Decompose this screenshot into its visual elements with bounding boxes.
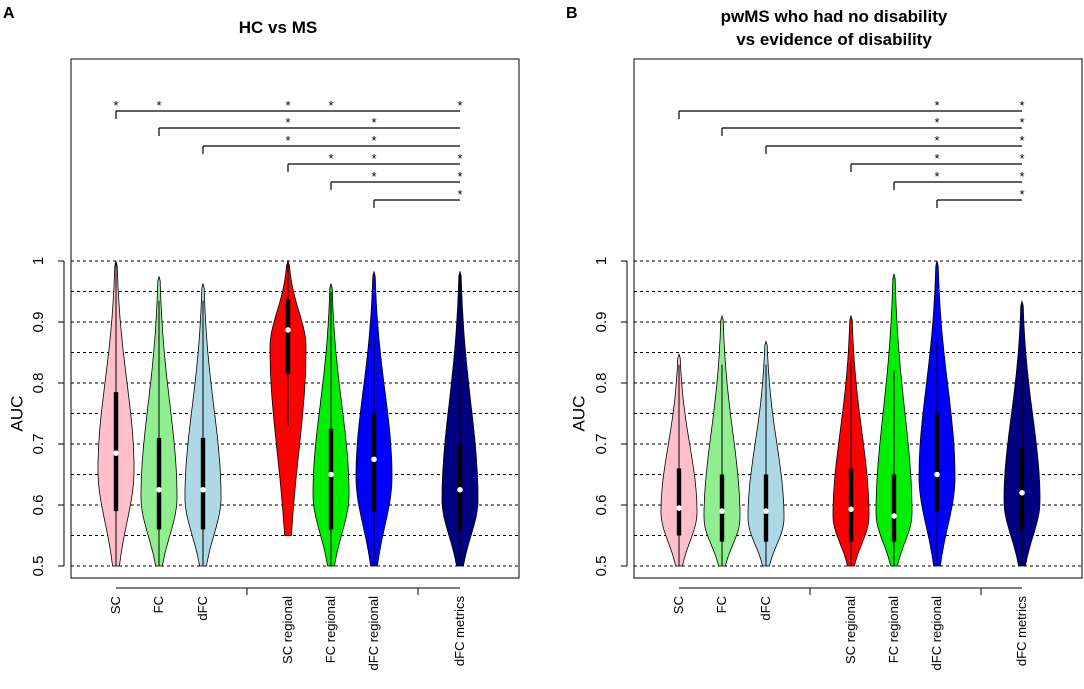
panel-b-median-point bbox=[934, 471, 940, 478]
panel-a-y-axis-label: AUC bbox=[7, 396, 26, 432]
panel-b-iqr-box bbox=[676, 468, 682, 536]
panel-b: B pwMS who had no disability vs evidence… bbox=[566, 5, 1083, 671]
panel-b-title-line-2: vs evidence of disability bbox=[736, 30, 932, 49]
panel-a-category-label-fc: FC bbox=[151, 596, 166, 613]
panel-a-category-label-dfc: dFC bbox=[195, 596, 210, 621]
panel-a-median-point bbox=[156, 486, 162, 493]
panel-a-y-tick-label: 0.8 bbox=[30, 373, 47, 394]
panel-b-median-point bbox=[763, 508, 769, 514]
panel-a: A HC vs MS * * * * * * * * * * * * * * * 0.5 0.6 0.7 0.8 0.… bbox=[3, 5, 520, 671]
panel-a-letter: A bbox=[3, 5, 15, 22]
panel-a-median-point bbox=[285, 327, 291, 333]
panel-b-median-point bbox=[848, 506, 854, 513]
panel-a-category-label-dfc-metrics: dFC metrics bbox=[452, 596, 467, 667]
panel-b-significance-star: * bbox=[1019, 115, 1024, 130]
panel-a-y-tick-label: 0.6 bbox=[30, 495, 47, 516]
panel-b-iqr-box bbox=[719, 474, 725, 542]
panel-a-iqr-box bbox=[156, 437, 162, 530]
panel-b-y-tick-label: 0.5 bbox=[593, 556, 610, 577]
panel-a-iqr-box bbox=[457, 444, 463, 530]
panel-b-median-point bbox=[891, 513, 897, 519]
panel-a-significance-star: * bbox=[457, 98, 462, 113]
panel-b-iqr-box bbox=[891, 474, 897, 542]
panel-b-median-point bbox=[719, 508, 725, 514]
panel-a-y-tick-label: 0.9 bbox=[30, 312, 47, 333]
panel-b-plot-frame bbox=[633, 58, 1083, 579]
panel-b-iqr-box bbox=[1019, 447, 1025, 530]
panel-a-y-tick-label: 0.5 bbox=[30, 556, 47, 577]
panel-b-significance-star: * bbox=[934, 98, 939, 113]
panel-a-significance-star: * bbox=[328, 151, 333, 166]
panel-a-y-tick-label: 1 bbox=[30, 257, 47, 265]
panel-b-title-line-1: pwMS who had no disability bbox=[721, 7, 948, 26]
panel-a-y-tick-label: 0.7 bbox=[30, 434, 47, 455]
panel-a-significance-star: * bbox=[371, 151, 376, 166]
panel-b-significance-star: * bbox=[1019, 187, 1024, 202]
panel-a-significance-star: * bbox=[113, 98, 118, 113]
panel-b-significance-star: * bbox=[1019, 169, 1024, 184]
panel-b-category-label-sc: SC bbox=[671, 596, 686, 614]
panel-b-category-label-dfc: dFC bbox=[758, 596, 773, 621]
panel-b-significance-star: * bbox=[934, 133, 939, 148]
panel-a-significance-star: * bbox=[371, 169, 376, 184]
panel-b-significance-star: * bbox=[934, 151, 939, 166]
panel-a-significance-star: * bbox=[371, 115, 376, 130]
panel-b-letter: B bbox=[566, 5, 578, 22]
panel-a-median-point bbox=[200, 486, 206, 493]
panel-a-median-point bbox=[457, 486, 463, 493]
panel-a-significance-star: * bbox=[371, 133, 376, 148]
panel-a-significance-star: * bbox=[285, 133, 290, 148]
panel-b-significance-star: * bbox=[1019, 133, 1024, 148]
panel-a-significance-star: * bbox=[156, 98, 161, 113]
panel-a-iqr-box bbox=[285, 299, 291, 374]
panel-b-median-point bbox=[676, 505, 682, 511]
panel-b-y-tick-label: 0.8 bbox=[593, 373, 610, 394]
panel-a-median-point bbox=[113, 450, 119, 456]
panel-b-significance-star: * bbox=[934, 169, 939, 184]
panel-a-iqr-box bbox=[200, 437, 206, 530]
panel-a-category-label-fc-regional: FC regional bbox=[323, 596, 338, 663]
panel-b-y-tick-label: 1 bbox=[593, 257, 610, 265]
panel-b-y-tick-label: 0.6 bbox=[593, 495, 610, 516]
panel-b-category-label-fc-regional: FC regional bbox=[886, 596, 901, 663]
panel-a-category-label-dfc-regional: dFC regional bbox=[366, 596, 381, 671]
panel-b-significance-star: * bbox=[1019, 98, 1024, 113]
panel-b-y-axis-label: AUC bbox=[569, 396, 588, 432]
panel-b-significance-star: * bbox=[934, 115, 939, 130]
panel-b-significance-star: * bbox=[1019, 151, 1024, 166]
panel-a-category-label-sc: SC bbox=[108, 596, 123, 614]
panel-b-median-point bbox=[1019, 490, 1025, 496]
panel-b-iqr-box bbox=[934, 413, 940, 512]
panel-b-y-tick-label: 0.9 bbox=[593, 312, 610, 333]
panel-b-category-label-fc: FC bbox=[714, 596, 729, 613]
panel-a-title: HC vs MS bbox=[239, 18, 317, 37]
panel-a-significance-star: * bbox=[328, 98, 333, 113]
panel-a-plot-frame bbox=[70, 58, 520, 579]
panel-b-category-label-dfc-regional: dFC regional bbox=[929, 596, 944, 671]
panel-a-significance-star: * bbox=[457, 187, 462, 202]
panel-a-significance-star: * bbox=[457, 151, 462, 166]
panel-a-iqr-box bbox=[328, 428, 334, 530]
panel-b-iqr-box bbox=[763, 474, 769, 542]
panel-a-significance-star: * bbox=[285, 98, 290, 113]
panel-b-iqr-box bbox=[848, 468, 854, 542]
panel-b-category-label-dfc-metrics: dFC metrics bbox=[1014, 596, 1029, 667]
panel-a-category-label-sc-regional: SC regional bbox=[280, 596, 295, 664]
panel-b-y-tick-label: 0.7 bbox=[593, 434, 610, 455]
panel-a-significance-star: * bbox=[285, 115, 290, 130]
panel-a-significance-star: * bbox=[457, 169, 462, 184]
panel-a-iqr-box bbox=[371, 413, 377, 512]
panel-a-median-point bbox=[371, 456, 377, 463]
panel-b-category-label-sc-regional: SC regional bbox=[843, 596, 858, 664]
panel-a-median-point bbox=[328, 471, 334, 478]
